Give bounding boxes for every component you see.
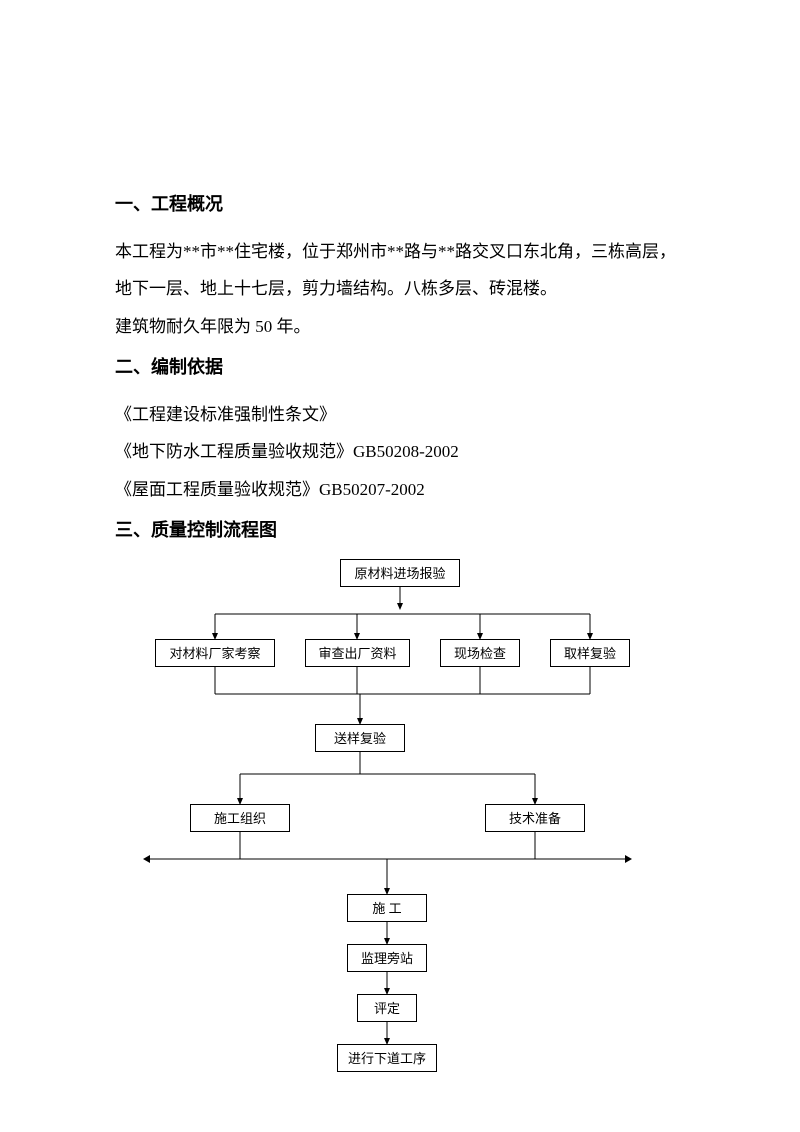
list-item: 《地下防水工程质量验收规范》GB50208-2002 xyxy=(115,433,685,470)
heading-3: 三、质量控制流程图 xyxy=(115,516,685,545)
paragraph: 本工程为**市**住宅楼，位于郑州市**路与**路交叉口东北角，三栋高层， xyxy=(115,233,685,270)
flow-edges xyxy=(115,559,685,1079)
flowchart: 原材料进场报验 对材料厂家考察 审查出厂资料 现场检查 取样复验 送样复验 施工… xyxy=(115,559,685,1079)
heading-2: 二、编制依据 xyxy=(115,353,685,382)
list-item: 《屋面工程质量验收规范》GB50207-2002 xyxy=(115,471,685,508)
section-2: 二、编制依据 《工程建设标准强制性条文》 《地下防水工程质量验收规范》GB502… xyxy=(115,353,685,508)
paragraph: 建筑物耐久年限为 50 年。 xyxy=(115,308,685,345)
section-1: 一、工程概况 本工程为**市**住宅楼，位于郑州市**路与**路交叉口东北角，三… xyxy=(115,190,685,345)
document-page: 一、工程概况 本工程为**市**住宅楼，位于郑州市**路与**路交叉口东北角，三… xyxy=(0,0,800,1132)
section-3: 三、质量控制流程图 xyxy=(115,516,685,545)
paragraph: 地下一层、地上十七层，剪力墙结构。八栋多层、砖混楼。 xyxy=(115,270,685,307)
list-item: 《工程建设标准强制性条文》 xyxy=(115,396,685,433)
heading-1: 一、工程概况 xyxy=(115,190,685,219)
